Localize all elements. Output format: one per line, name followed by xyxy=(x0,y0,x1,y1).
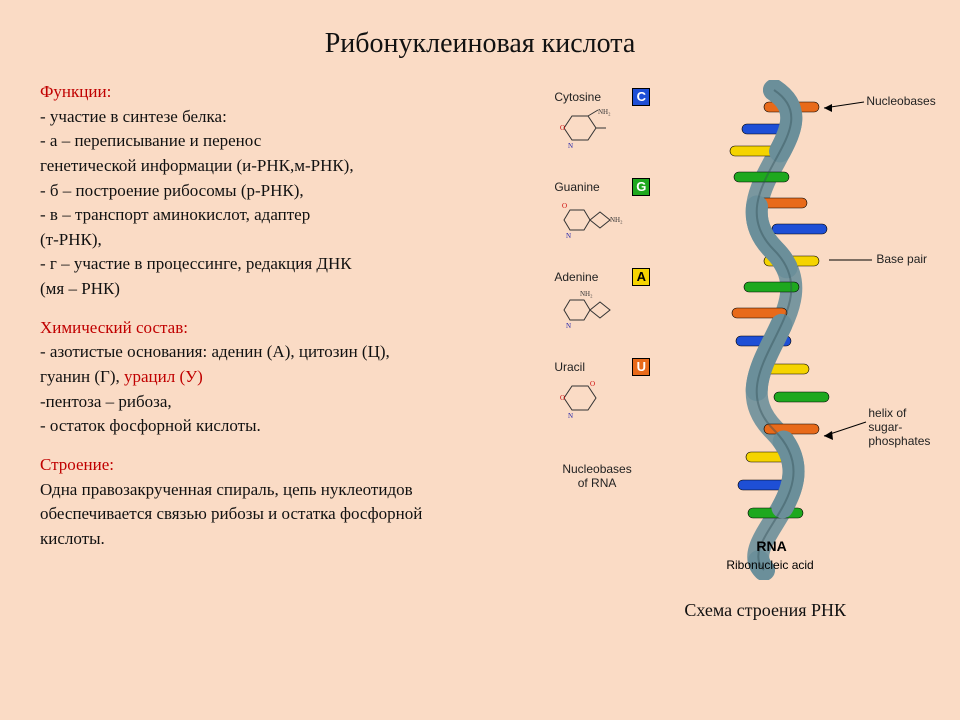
legend-cytosine: Cytosine C NH₂ O N xyxy=(554,90,684,148)
composition-line: - азотистые основания: аденин (А), цитоз… xyxy=(40,340,554,365)
annot-helix: helix of sugar-phosphates xyxy=(868,406,954,448)
svg-text:O: O xyxy=(562,202,567,210)
uracil-red: урацил (У) xyxy=(124,367,203,386)
legend-label: Guanine xyxy=(554,180,599,194)
molecule-guanine: NH₂ O N xyxy=(560,198,630,242)
composition-line: -пентоза – рибоза, xyxy=(40,390,554,415)
legend-box-g: G xyxy=(632,178,650,196)
functions-line: (т-РНК), xyxy=(40,228,554,253)
functions-line: (мя – РНК) xyxy=(40,277,554,302)
functions-line: генетической информации (и-РНК,м-РНК), xyxy=(40,154,554,179)
rna-subtitle: Ribonucleic acid xyxy=(726,558,813,572)
annot-nucleobases: Nucleobases xyxy=(866,94,935,108)
molecule-cytosine: NH₂ O N xyxy=(560,108,620,148)
diagram-column: Cytosine C NH₂ O N Guanine G NH₂ xyxy=(554,80,950,552)
legend-uracil: Uracil U O O N xyxy=(554,360,684,418)
svg-text:NH₂: NH₂ xyxy=(598,108,611,116)
svg-text:O: O xyxy=(560,124,565,132)
legend-box-u: U xyxy=(632,358,650,376)
legend-caption: Nucleobases of RNA xyxy=(562,462,631,490)
molecule-adenine: NH₂ N xyxy=(560,288,630,332)
rna-helix-area: Nucleobases Base pair helix of sugar-pho… xyxy=(694,80,954,620)
svg-text:N: N xyxy=(568,142,573,148)
legend-adenine: Adenine A NH₂ N xyxy=(554,270,684,328)
composition-prefix: гуанин (Г), xyxy=(40,367,124,386)
svg-text:NH₂: NH₂ xyxy=(580,290,593,298)
legend-box-a: A xyxy=(632,268,650,286)
structure-line: обеспечивается связью рибозы и остатка ф… xyxy=(40,502,554,527)
structure-line: Одна правозакрученная спираль, цепь нукл… xyxy=(40,478,554,503)
functions-line: - а – переписывание и перенос xyxy=(40,129,554,154)
legend-column: Cytosine C NH₂ O N Guanine G NH₂ xyxy=(554,90,684,450)
functions-line: - участие в синтезе белка: xyxy=(40,105,554,130)
svg-text:O: O xyxy=(560,394,565,402)
legend-box-c: C xyxy=(632,88,650,106)
structure-header: Строение: xyxy=(40,453,554,478)
legend-label: Cytosine xyxy=(554,90,601,104)
structure-line: кислоты. xyxy=(40,527,554,552)
rna-title: RNA xyxy=(756,538,786,554)
legend-label: Adenine xyxy=(554,270,598,284)
functions-header: Функции: xyxy=(40,80,554,105)
legend-guanine: Guanine G NH₂ O N xyxy=(554,180,684,238)
annot-basepair: Base pair xyxy=(876,252,927,266)
composition-line: гуанин (Г), урацил (У) xyxy=(40,365,554,390)
figure-caption: Схема строения РНК xyxy=(684,600,846,621)
text-column: Функции: - участие в синтезе белка: - а … xyxy=(40,80,554,552)
content-row: Функции: - участие в синтезе белка: - а … xyxy=(0,60,960,562)
page-title: Рибонуклеиновая кислота xyxy=(0,0,960,60)
rna-helix-svg xyxy=(694,80,954,580)
svg-text:N: N xyxy=(566,232,571,240)
svg-text:O: O xyxy=(590,380,595,388)
composition-header: Химический состав: xyxy=(40,316,554,341)
composition-line: - остаток фосфорной кислоты. xyxy=(40,414,554,439)
functions-line: - б – построение рибосомы (р-РНК), xyxy=(40,179,554,204)
legend-label: Uracil xyxy=(554,360,585,374)
svg-text:N: N xyxy=(566,322,571,330)
svg-text:N: N xyxy=(568,412,573,418)
functions-line: - г – участие в процессинге, редакция ДН… xyxy=(40,252,554,277)
molecule-uracil: O O N xyxy=(560,378,620,418)
svg-text:NH₂: NH₂ xyxy=(610,216,623,224)
functions-line: - в – транспорт аминокислот, адаптер xyxy=(40,203,554,228)
